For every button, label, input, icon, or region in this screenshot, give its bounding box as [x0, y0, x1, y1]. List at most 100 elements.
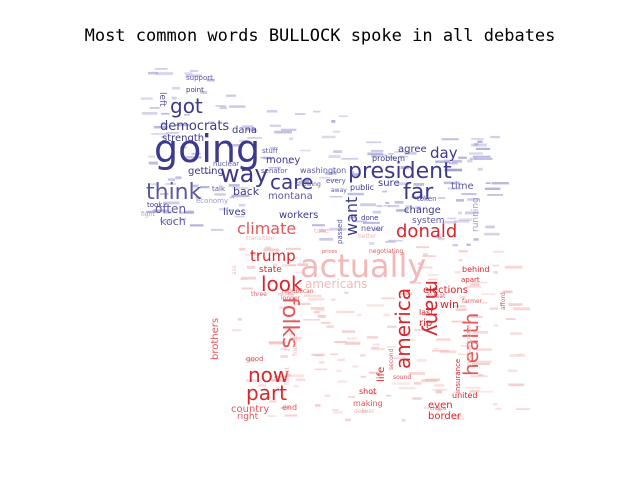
filler-mark: [155, 72, 173, 76]
filler-mark: [490, 135, 500, 139]
filler-mark: [412, 397, 422, 400]
filler-mark: [433, 347, 440, 350]
filler-mark: [160, 112, 170, 115]
filler-mark: [507, 369, 518, 372]
word-forget: forget: [284, 366, 291, 385]
word-donald: donald: [396, 221, 457, 242]
word-life: life: [376, 367, 387, 382]
filler-mark: [299, 149, 311, 152]
filler-mark: [290, 337, 302, 340]
filler-mark: [516, 408, 530, 410]
filler-mark: [246, 379, 260, 382]
filler-mark: [491, 182, 509, 185]
filler-mark: [175, 124, 190, 127]
filler-mark: [399, 155, 409, 158]
filler-mark: [241, 287, 253, 290]
word-republican: republican: [282, 288, 314, 295]
word-think: think: [146, 180, 202, 205]
word-sure: sure: [378, 178, 400, 189]
filler-mark: [148, 71, 158, 75]
filler-mark: [329, 195, 343, 198]
filler-mark: [179, 218, 186, 221]
filler-mark: [371, 149, 384, 152]
filler-mark: [361, 410, 368, 413]
word-senator: senator: [261, 167, 288, 175]
filler-mark: [269, 341, 287, 345]
word-apart: apart: [461, 276, 480, 284]
filler-mark: [247, 265, 255, 269]
filler-mark: [344, 291, 349, 294]
word-prices: prices: [322, 249, 337, 255]
word-koch: koch: [160, 215, 186, 228]
filler-mark: [457, 211, 462, 215]
word-day: day: [430, 144, 458, 162]
filler-mark: [417, 266, 433, 269]
filler-mark: [141, 112, 158, 115]
filler-mark: [347, 192, 364, 196]
filler-mark: [352, 365, 359, 368]
filler-mark: [481, 302, 488, 304]
word-running: running: [471, 197, 481, 232]
filler-mark: [267, 415, 276, 417]
filler-mark: [314, 404, 321, 407]
filler-mark: [324, 394, 331, 397]
filler-mark: [184, 72, 193, 75]
filler-mark: [337, 358, 345, 361]
filler-mark: [286, 161, 292, 165]
filler-mark: [284, 348, 291, 351]
filler-mark: [244, 358, 253, 361]
filler-mark: [452, 244, 458, 247]
filler-mark: [383, 313, 390, 317]
filler-mark: [370, 348, 385, 351]
word-often: often: [155, 202, 186, 216]
filler-mark: [360, 375, 367, 378]
filler-mark: [417, 359, 427, 362]
filler-mark: [432, 389, 448, 391]
filler-mark: [370, 391, 378, 395]
word-part: part: [246, 381, 287, 405]
filler-mark: [341, 157, 359, 160]
filler-mark: [455, 308, 467, 311]
filler-mark: [382, 190, 388, 193]
filler-mark: [338, 115, 348, 117]
filler-mark: [444, 168, 463, 171]
filler-mark: [370, 154, 387, 157]
word-dana: dana: [232, 125, 257, 136]
filler-mark: [368, 371, 383, 374]
filler-mark: [320, 322, 331, 324]
word-rip: rip: [419, 318, 432, 329]
filler-mark: [472, 331, 488, 334]
filler-mark: [345, 418, 352, 422]
word-america: america: [391, 288, 415, 369]
word-negotiating: negotiating: [369, 248, 403, 255]
filler-mark: [435, 390, 442, 394]
filler-mark: [510, 332, 523, 335]
filler-mark: [484, 232, 500, 236]
filler-mark: [172, 86, 181, 90]
filler-mark: [362, 221, 380, 224]
word-sound: sound: [393, 374, 411, 381]
word-agree: agree: [398, 144, 427, 155]
filler-mark: [165, 132, 179, 134]
filler-mark: [485, 225, 495, 229]
filler-mark: [464, 211, 479, 215]
filler-mark: [313, 110, 321, 113]
filler-mark: [241, 276, 256, 280]
filler-mark: [451, 415, 463, 417]
filler-mark: [152, 209, 169, 212]
filler-mark: [512, 307, 531, 311]
word-afford: afford: [500, 292, 507, 310]
filler-mark: [394, 200, 404, 204]
word-strength: strength: [162, 133, 204, 144]
filler-mark: [408, 372, 426, 375]
word-token: token: [417, 195, 437, 203]
filler-mark: [273, 375, 288, 379]
filler-mark: [203, 172, 213, 174]
filler-mark: [296, 271, 305, 274]
filler-mark: [165, 183, 177, 185]
word-president: president: [348, 159, 452, 184]
word-many: many: [421, 280, 445, 336]
word-got: got: [170, 94, 203, 118]
filler-mark: [359, 354, 366, 357]
filler-mark: [470, 375, 488, 378]
